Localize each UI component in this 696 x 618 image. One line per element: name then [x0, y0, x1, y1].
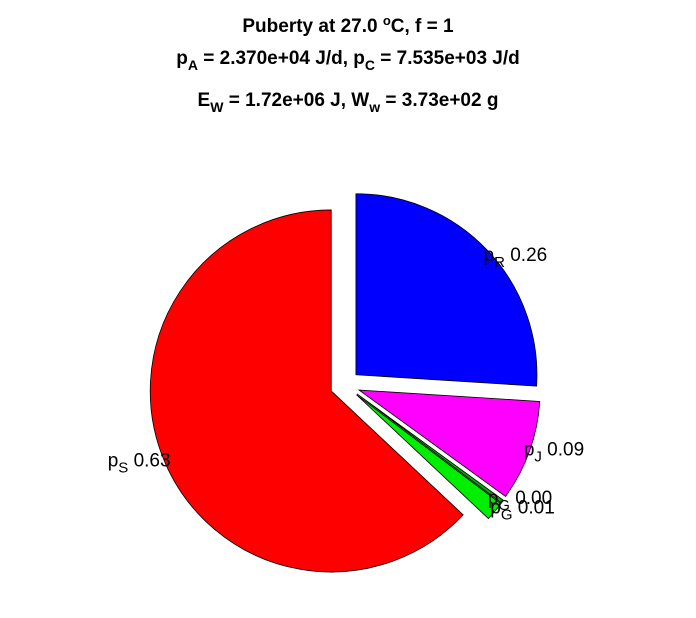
slice-label-j-1: pJ 0.09 [524, 439, 584, 465]
slice-label-r-0: pR 0.26 [484, 245, 548, 271]
pie-slice-g-2 [356, 393, 505, 504]
pie-slice-g-3 [356, 394, 502, 520]
pie-slice-s-4 [149, 209, 464, 573]
title-line-2: pA = 2.370e+04 J/d, pC = 7.535e+03 J/d [176, 48, 520, 73]
title-line-1: Puberty at 27.0 oC, f = 1 [242, 13, 454, 37]
chart-title: Puberty at 27.0 oC, f = 1 pA = 2.370e+04… [176, 13, 520, 115]
pie-slice-j-1 [357, 389, 541, 498]
slice-label-s-4: pS 0.63 [108, 450, 171, 476]
pie-slices [149, 193, 541, 573]
slice-label-g-3: pG 0.01 [490, 498, 555, 524]
slice-label-g-2: pG 0.00 [488, 488, 553, 514]
title-line-3: EW = 1.72e+06 J, Ww = 3.73e+02 g [198, 90, 499, 115]
pie-slice-r-0 [355, 193, 538, 387]
